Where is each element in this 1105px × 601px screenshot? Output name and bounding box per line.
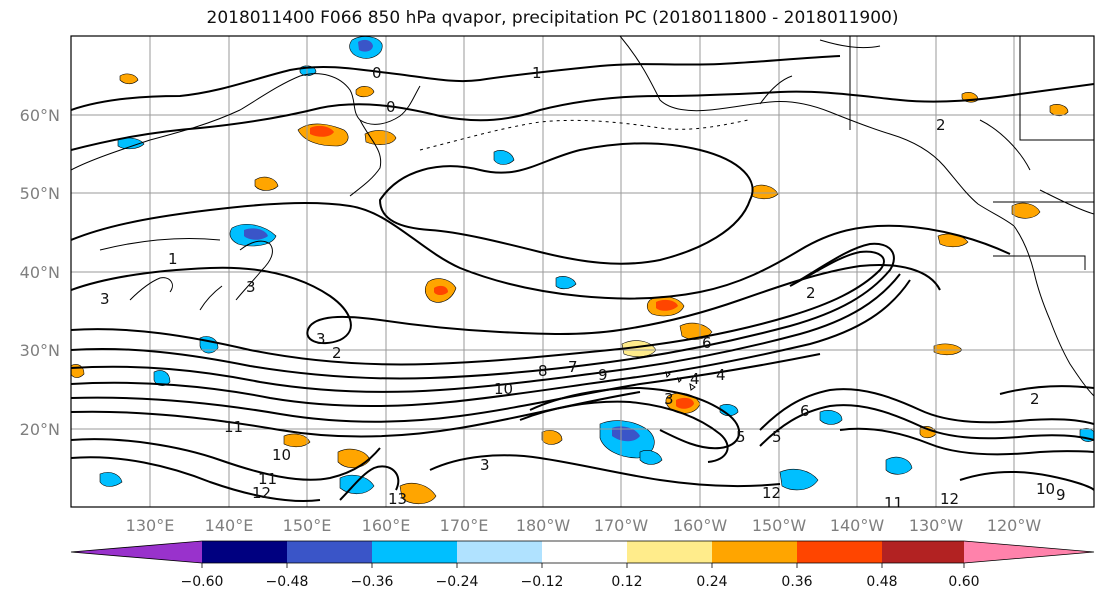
lat-label: 30°N: [20, 341, 60, 360]
colorbar-tick-label: −0.24: [436, 574, 479, 590]
colorbar-tick-label: −0.36: [351, 574, 394, 590]
contour-label: 7: [568, 358, 578, 376]
colorbar-segment: [457, 541, 542, 563]
qvapor-contours: [71, 55, 1094, 503]
contour-label: 10: [1036, 480, 1055, 498]
colorbar-tick-label: −0.48: [266, 574, 309, 590]
contour-label: 11: [258, 470, 277, 488]
lon-label: 160°W: [673, 516, 728, 535]
contour-label: 9: [598, 366, 608, 384]
contour-label: 2: [936, 116, 946, 134]
contour-label: 0: [386, 98, 396, 116]
contour-label: 3: [480, 456, 490, 474]
lon-label: 170°W: [594, 516, 649, 535]
contour-label: 5: [772, 428, 782, 446]
contour-label: 4: [690, 370, 700, 388]
colorbar-tick-label: 0.12: [611, 574, 642, 590]
colorbar-extend-max: [964, 541, 1094, 563]
lat-label: 60°N: [20, 106, 60, 125]
colorbar-segment: [287, 541, 372, 563]
colorbar-tick-label: −0.60: [181, 574, 224, 590]
contour-labels: 0 0 1 1 2 2 3 3 3 2 4 5 6 7 8 9 10 10 11…: [100, 64, 1066, 512]
contour-label: 12: [940, 490, 959, 508]
contour-label: 1: [532, 64, 542, 82]
lon-labels: 130°E 140°E 150°E 160°E 170°E 180°W 170°…: [126, 516, 1042, 535]
map-title: 2018011400 F066 850 hPa qvapor, precipit…: [206, 8, 899, 28]
contour-label: 2: [806, 284, 816, 302]
contour-label: 6: [800, 402, 810, 420]
contour-label: 4: [716, 366, 726, 384]
contour-label: 11: [224, 418, 243, 436]
lat-label: 50°N: [20, 184, 60, 203]
contour-label: 6: [702, 334, 712, 352]
colorbar-segment: [372, 541, 457, 563]
lat-label: 20°N: [20, 420, 60, 439]
contour-label: 3: [246, 278, 256, 296]
colorbar-segment: [882, 541, 964, 563]
coastlines: [71, 36, 1094, 397]
contour-label: 3: [664, 390, 674, 408]
contour-label: 13: [388, 490, 407, 508]
contour-label: 8: [538, 362, 548, 380]
lon-label: 150°E: [283, 516, 332, 535]
colorbar-tick-label: 0.36: [781, 574, 812, 590]
colorbar-segment: [797, 541, 882, 563]
contour-label: 12: [762, 484, 781, 502]
colorbar: −0.60 −0.48 −0.36 −0.24 −0.12 0.12 0.24 …: [70, 540, 1095, 590]
lon-label: 130°E: [126, 516, 175, 535]
colorbar-tick-label: 0.48: [866, 574, 897, 590]
colorbar-tick-label: 0.60: [948, 574, 979, 590]
lon-label: 130°W: [909, 516, 964, 535]
colorbar-tick-label: −0.12: [521, 574, 564, 590]
contour-label: 12: [252, 484, 271, 502]
lat-labels: 60°N 50°N 40°N 30°N 20°N: [20, 106, 60, 439]
contour-label: 5: [736, 428, 746, 446]
colorbar-segment: [542, 541, 627, 563]
lon-label: 140°E: [205, 516, 254, 535]
contour-label: 10: [272, 446, 291, 464]
colorbar-tick-label: 0.24: [696, 574, 727, 590]
contour-label: 11: [884, 494, 903, 512]
lon-label: 180°W: [516, 516, 571, 535]
lon-label: 150°W: [752, 516, 807, 535]
contour-label: 3: [100, 290, 110, 308]
lon-label: 170°E: [440, 516, 489, 535]
colorbar-segment: [712, 541, 797, 563]
contour-label: 0: [372, 64, 382, 82]
map-border: [70, 35, 1095, 508]
contour-label: 10: [494, 380, 513, 398]
contour-label: 1: [168, 250, 178, 268]
lat-label: 40°N: [20, 263, 60, 282]
colorbar-segment: [627, 541, 712, 563]
colorbar-segment: [202, 541, 287, 563]
contour-label: 3: [316, 330, 326, 348]
thin-contours: [99, 39, 1094, 251]
lon-label: 160°E: [362, 516, 411, 535]
lon-label: 140°W: [830, 516, 885, 535]
contour-label: 2: [332, 344, 342, 362]
contour-label: 2: [1030, 390, 1040, 408]
lon-label: 120°W: [987, 516, 1042, 535]
contour-label: 9: [1056, 486, 1066, 504]
colorbar-extend-min: [71, 541, 202, 563]
